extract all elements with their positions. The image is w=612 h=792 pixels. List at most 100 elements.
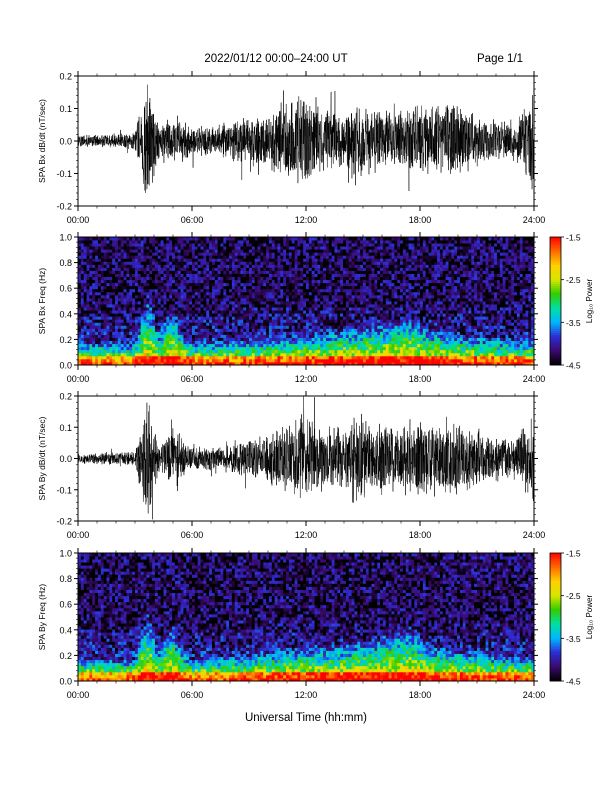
spectrogram-cell [160,355,164,360]
spectrogram-cell [288,313,293,317]
spectrogram-cell [137,246,142,250]
spectrogram-cell [363,343,367,348]
spectrogram-cell [286,267,290,271]
spectrogram-cell [135,319,139,323]
spectrogram-cell [308,246,313,250]
spectrogram-cell [374,307,378,311]
spectrogram-cell [149,252,153,256]
spectrogram-cell [340,285,344,290]
spectrogram-cell [209,243,213,247]
spectrogram-cell [254,328,258,332]
spectrogram-cell [311,291,315,296]
spectrogram-cell [357,252,361,256]
spectrogram-cell [266,261,270,265]
spectrogram-cell [135,267,139,271]
spectrogram-cell [343,340,347,345]
spectrogram-cell [172,325,176,329]
spectrogram-cell [143,349,147,354]
spectrogram-cell [260,349,264,354]
spectrogram-cell [86,270,90,274]
spectrogram-cell [337,294,341,299]
spectrogram-cell [240,294,244,299]
spectrogram-cell [402,316,407,320]
spectrogram-cell [169,255,173,259]
spectrogram-cell [306,246,310,250]
spectrogram-cell [337,288,341,293]
spectrogram-cell [308,261,313,265]
spectrogram-cell [129,313,133,317]
spectrogram-cell [166,252,170,256]
spectrogram-cell [149,246,153,250]
spectrogram-cell [192,258,196,262]
spectrogram-cell [391,297,395,302]
spectrogram-cell [323,255,327,259]
spectrogram-cell [97,297,102,302]
spectrogram-cell [80,243,85,247]
spectrogram-cell [246,304,250,308]
spectrogram-cell [123,258,127,262]
spectrogram-cell [80,301,85,305]
spectrogram-cell [331,361,335,366]
spectrogram-cell [135,276,139,281]
spectrogram-cell [311,297,315,302]
spectrogram-cell [140,282,144,287]
spectrogram-cell [314,319,318,323]
spectrogram-cell [394,264,398,268]
spectrogram-cell [363,264,367,268]
spectrogram-cell [274,258,278,262]
spectrogram-cell [129,255,133,259]
spectrogram-cell [249,352,253,357]
spectrogram-cell [277,319,281,323]
spectrogram-cell [100,246,105,250]
spectrogram-cell [80,307,85,311]
spectrogram-cell [194,304,199,308]
spectrogram-cell [174,240,179,244]
spectrogram-cell [126,237,130,241]
spectrogram-cell [334,240,338,244]
spectrogram-cell [385,264,390,268]
spectrogram-cell [194,352,199,357]
spectrogram-cell [97,288,102,293]
spectrogram-cell [360,307,364,311]
spectrogram-cell [206,328,210,332]
spectrogram-cell [246,258,250,262]
spectrogram-cell [405,319,409,323]
spectrogram-cell [328,237,333,241]
spectrogram-cell [163,252,167,256]
spectrogram-cell [380,340,384,345]
spectrogram-cell [345,358,350,363]
spectrogram-cell [308,313,313,317]
spectrogram-cell [277,288,281,293]
spectrogram-cell [92,334,96,338]
spectrogram-cell [354,291,358,296]
spectrogram-cell [283,307,287,311]
spectrogram-cell [83,291,87,296]
spectrogram-cell [377,316,381,320]
spectrogram-cell [277,301,281,305]
spectrogram-cell [231,243,236,247]
spectrogram-cell [291,358,295,363]
spectrogram-cell [380,276,384,281]
spectrogram-cell [209,267,213,271]
spectrogram-cell [163,291,167,296]
spectrogram-cell [189,313,193,317]
spectrogram-cell [249,240,253,244]
spectrogram-cell [380,322,384,326]
spectrogram-cell [183,349,187,354]
spectrogram-cell [209,237,213,241]
spectrogram-cell [391,352,395,357]
spectrogram-cell [323,252,327,256]
spectrogram-cell [106,313,110,317]
spectrogram-cell [109,255,113,259]
spectrogram-cell [149,304,153,308]
spectrogram-cell [106,349,110,354]
spectrogram-cell [112,310,116,314]
spectrogram-cell [388,294,392,299]
spectrogram-cell [345,249,350,253]
spectrogram-cell [303,301,307,305]
spectrogram-cell [345,325,350,329]
spectrogram-cell [402,310,407,314]
spectrogram-cell [371,252,375,256]
spectrogram-cell [246,361,250,366]
spectrogram-cell [371,255,375,259]
